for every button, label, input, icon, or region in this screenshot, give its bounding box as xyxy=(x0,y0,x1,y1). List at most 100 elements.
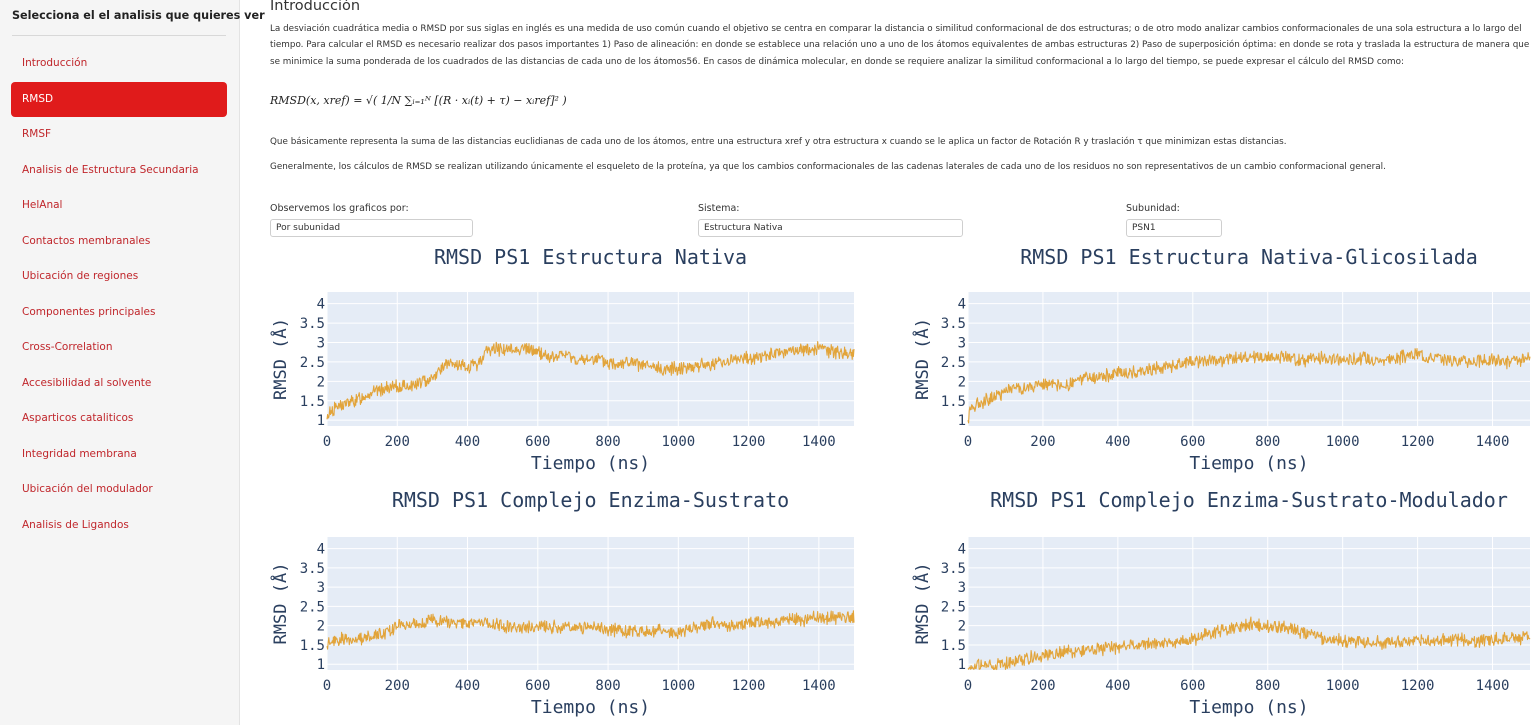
y-tick-label: 1.5 xyxy=(941,394,966,410)
x-tick-label: 1400 xyxy=(1476,678,1510,694)
subunit-label: Subunidad: xyxy=(1126,203,1180,214)
x-axis-label: Tiempo (ns) xyxy=(1189,697,1308,718)
sidebar-item-contactos-membranales[interactable]: Contactos membranales xyxy=(22,234,151,247)
y-axis-label: RMSD (Å) xyxy=(270,563,291,645)
y-tick-label: 3 xyxy=(317,580,325,596)
intro-paragraph: La desviación cuadrática media o RMSD po… xyxy=(270,24,1530,67)
system-select[interactable]: Estructura Nativa xyxy=(698,219,963,237)
x-tick-label: 1400 xyxy=(802,434,836,450)
x-tick-label: 0 xyxy=(964,434,972,450)
plot-area xyxy=(327,537,854,670)
y-tick-label: 1.5 xyxy=(300,638,325,654)
x-tick-label: 1200 xyxy=(732,434,766,450)
y-tick-label: 3.5 xyxy=(300,316,325,332)
sidebar-item-accesibilidad-al-solvente[interactable]: Accesibilidad al solvente xyxy=(22,376,152,389)
main-panel: Introducción La desviación cuadrática me… xyxy=(270,0,1532,725)
x-axis-label: Tiempo (ns) xyxy=(531,697,650,718)
x-tick-label: 1200 xyxy=(1401,434,1435,450)
sidebar-item-rmsd[interactable]: RMSD xyxy=(11,81,227,117)
sidebar-item-rmsf[interactable]: RMSF xyxy=(22,128,52,140)
sidebar-item-cross-correlation[interactable]: Cross-Correlation xyxy=(22,341,113,353)
x-tick-label: 0 xyxy=(964,678,972,694)
x-tick-label: 200 xyxy=(385,678,410,694)
y-tick-label: 1 xyxy=(317,657,325,673)
sidebar-divider xyxy=(12,35,226,36)
x-tick-label: 1400 xyxy=(802,678,836,694)
x-tick-label: 1000 xyxy=(1326,678,1360,694)
chart-title: RMSD PS1 Estructura Nativa-Glicosilada xyxy=(1020,245,1478,269)
x-tick-label: 800 xyxy=(1255,678,1280,694)
y-tick-label: 2.5 xyxy=(941,599,966,615)
y-tick-label: 3 xyxy=(317,335,325,351)
y-tick-label: 2.5 xyxy=(300,355,325,371)
x-tick-label: 800 xyxy=(1255,434,1280,450)
x-tick-label: 200 xyxy=(1030,434,1055,450)
x-tick-label: 1000 xyxy=(661,678,695,694)
view-by-label: Observemos los graficos por: xyxy=(270,203,409,214)
system-label: Sistema: xyxy=(698,203,740,214)
sidebar-item-analisis-de-estructura-secundaria[interactable]: Analisis de Estructura Secundaria xyxy=(22,163,199,176)
x-tick-label: 1400 xyxy=(1476,434,1510,450)
rmsd-chart-glicosilada: 0 200 400 600 800 1000 1200 1400 1 1.5 2 2.5 3 3.5 4 RM… xyxy=(912,245,1531,474)
y-tick-label: 4 xyxy=(317,542,325,558)
sidebar-item-integridad-membrana[interactable]: Integridad membrana xyxy=(22,447,137,460)
x-tick-label: 1200 xyxy=(1401,678,1435,694)
sidebar: Selecciona el el analisis que quieres ve… xyxy=(0,0,265,725)
sidebar-item-ubicación-de-regiones[interactable]: Ubicación de regiones xyxy=(22,270,139,282)
sidebar-item-ubicación-del-modulador[interactable]: Ubicación del modulador xyxy=(22,483,153,495)
y-tick-label: 3.5 xyxy=(300,561,325,577)
y-axis-label: RMSD (Å) xyxy=(912,318,933,400)
y-tick-label: 3 xyxy=(958,580,966,596)
y-tick-label: 1 xyxy=(317,413,325,429)
x-tick-label: 1000 xyxy=(1326,434,1360,450)
y-tick-label: 2.5 xyxy=(300,599,325,615)
y-tick-label: 2 xyxy=(317,619,325,635)
y-tick-label: 2 xyxy=(317,374,325,390)
x-tick-label: 0 xyxy=(323,434,331,450)
y-axis-label: RMSD (Å) xyxy=(270,318,291,400)
y-tick-label: 1.5 xyxy=(300,394,325,410)
x-tick-label: 400 xyxy=(1105,434,1130,450)
sidebar-item-analisis-de-ligandos[interactable]: Analisis de Ligandos xyxy=(22,518,129,531)
x-tick-label: 800 xyxy=(595,434,620,450)
y-tick-label: 2 xyxy=(958,374,966,390)
x-axis-label: Tiempo (ns) xyxy=(1189,453,1308,474)
x-tick-label: 600 xyxy=(1180,434,1205,450)
y-tick-label: 3.5 xyxy=(941,316,966,332)
rmsd-series-line xyxy=(967,616,1531,671)
x-tick-label: 1000 xyxy=(661,434,695,450)
explanation-paragraph: Que básicamente representa la suma de la… xyxy=(270,137,1287,147)
x-tick-label: 200 xyxy=(1030,678,1055,694)
sidebar-item-componentes-principales[interactable]: Componentes principales xyxy=(22,305,156,318)
rmsd-formula: RMSD(x, xref) = √( 1/N ∑ᵢ₌₁ᴺ [(R · xᵢ(t)… xyxy=(270,94,567,107)
rmsd-chart-enzima-sustrato-modulador: 0 200 400 600 800 1000 1200 1400 1 1.5 2 2.5 3 3.5 4 RM… xyxy=(912,488,1531,718)
x-tick-label: 1200 xyxy=(732,678,766,694)
x-axis-label: Tiempo (ns) xyxy=(531,453,650,474)
y-tick-label: 1 xyxy=(958,413,966,429)
x-tick-label: 800 xyxy=(595,678,620,694)
rmsd-chart-enzima-sustrato: 0 200 400 600 800 1000 1200 1400 1 1.5 2 2.5 3 3.5 4 RM… xyxy=(270,488,855,718)
sidebar-nav: Introducción RMSD RMSF Analisis de Estructu… xyxy=(11,46,227,543)
backbone-paragraph: Generalmente, los cálculos de RMSD se re… xyxy=(270,162,1386,172)
y-tick-label: 2 xyxy=(958,619,966,635)
y-tick-label: 2.5 xyxy=(941,355,966,371)
y-tick-label: 4 xyxy=(317,297,325,313)
y-tick-label: 4 xyxy=(958,542,966,558)
sidebar-item-helanal[interactable]: HelAnal xyxy=(22,199,63,211)
view-by-select[interactable]: Por subunidad xyxy=(270,219,473,237)
x-tick-label: 600 xyxy=(525,678,550,694)
y-tick-label: 3.5 xyxy=(941,561,966,577)
sidebar-item-introducción[interactable]: Introducción xyxy=(22,57,88,69)
rmsd-chart-nativa: 0 200 400 600 800 1000 1200 1400 1 1.5 2 2.5 3 3.5 4 RM… xyxy=(270,245,855,474)
x-tick-label: 600 xyxy=(1180,678,1205,694)
subunit-select[interactable]: PSN1 xyxy=(1126,219,1222,237)
rmsd-series-line xyxy=(326,610,855,650)
sidebar-item-asparticos-cataliticos[interactable]: Asparticos cataliticos xyxy=(22,412,134,424)
sidebar-title: Selecciona el el analisis que quieres ve… xyxy=(12,9,265,22)
x-tick-label: 400 xyxy=(1105,678,1130,694)
chart-title: RMSD PS1 Estructura Nativa xyxy=(434,245,747,269)
chart-title: RMSD PS1 Complejo Enzima-Sustrato-Modula… xyxy=(990,488,1508,512)
plot-area xyxy=(968,537,1530,670)
x-tick-label: 600 xyxy=(525,434,550,450)
y-axis-label: RMSD (Å) xyxy=(912,563,933,645)
